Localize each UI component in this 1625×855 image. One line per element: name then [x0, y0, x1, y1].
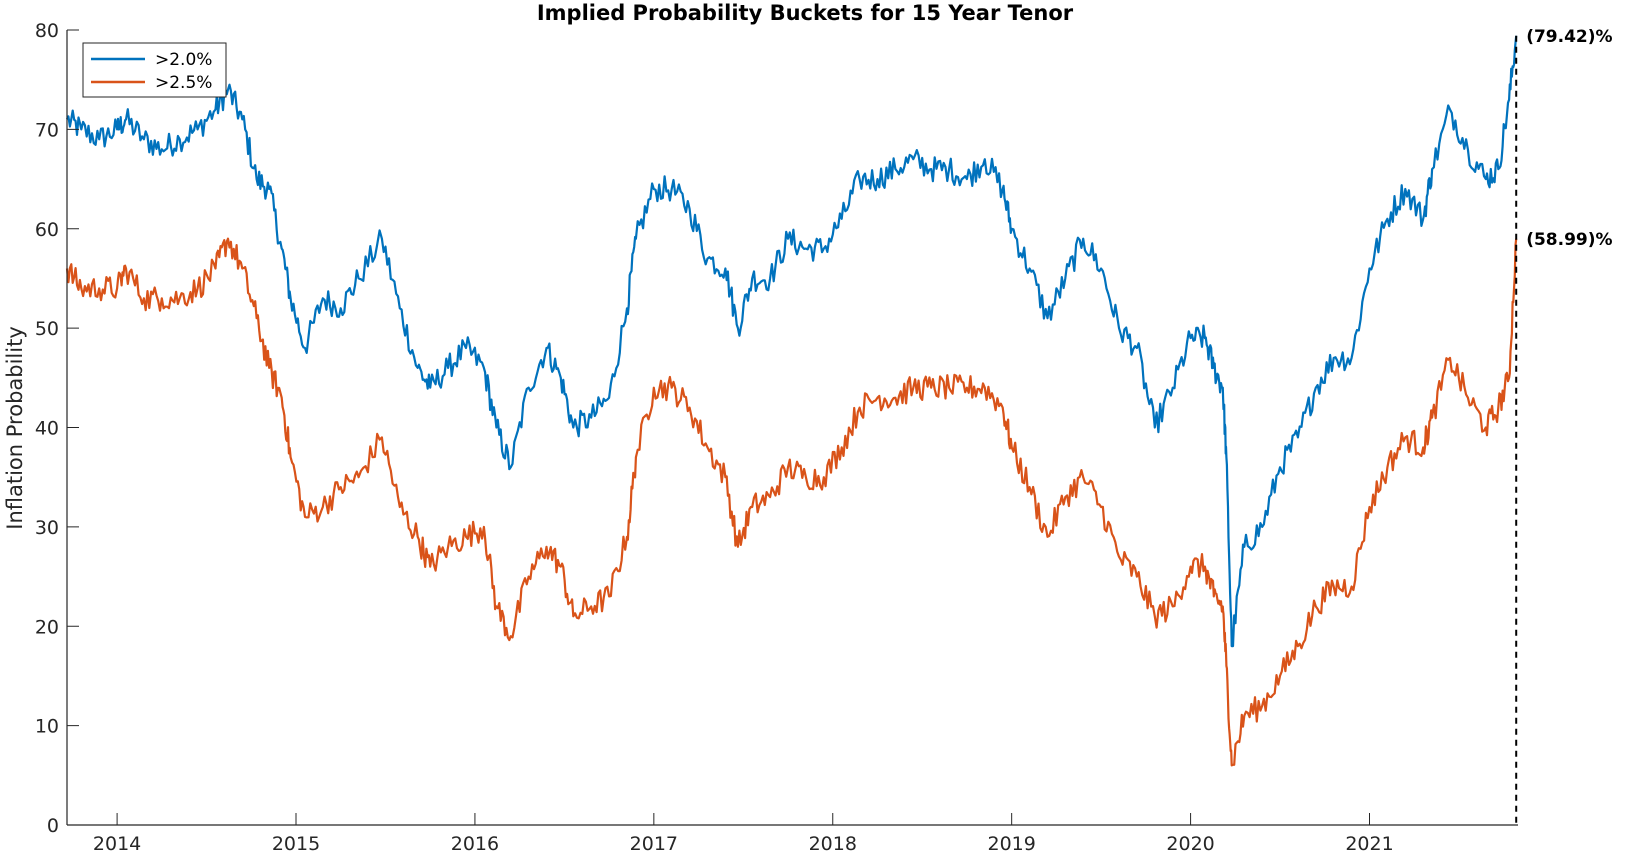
- y-axis-label: Inflation Probability: [3, 326, 27, 530]
- y-tick-label: 80: [35, 20, 59, 42]
- end-labels: (79.42)% (58.99)%: [1526, 27, 1612, 250]
- series-line-1: [66, 35, 1518, 648]
- y-tick-label: 30: [35, 517, 59, 539]
- legend-box: [82, 42, 227, 98]
- y-tick-label: 40: [35, 418, 59, 440]
- x-tick-label: 2019: [987, 833, 1035, 855]
- chart-title: Implied Probability Buckets for 15 Year …: [537, 1, 1074, 25]
- x-tick-label: 2021: [1345, 833, 1393, 855]
- x-tick-label: 2015: [272, 833, 320, 855]
- y-tick-label: 50: [35, 318, 59, 340]
- axes-layer: 0 10 20 30 40 50 60 70 80 2014 2015 2016 2017 2018 201…: [35, 20, 1518, 855]
- end-value-label-1: (79.42)%: [1526, 27, 1612, 47]
- x-tick-label: 2020: [1166, 833, 1214, 855]
- x-tick-label: 2014: [93, 833, 141, 855]
- legend: >2.0% >2.5%: [82, 42, 227, 98]
- legend-label-1: >2.0%: [155, 50, 212, 70]
- legend-label-2: >2.5%: [155, 73, 212, 93]
- series-layer: [65, 35, 1518, 767]
- end-value-label-2: (58.99)%: [1526, 230, 1612, 250]
- y-tick-label: 20: [35, 616, 59, 638]
- series-line-2: [65, 237, 1518, 767]
- x-tick-label: 2016: [451, 833, 499, 855]
- x-tick-label: 2017: [630, 833, 678, 855]
- y-tick-label: 10: [35, 716, 59, 738]
- y-tick-label: 70: [35, 119, 59, 141]
- plot-area: 0 10 20 30 40 50 60 70 80 2014 2015 2016 2017 2018 201…: [35, 20, 1613, 855]
- x-tick-label: 2018: [809, 833, 857, 855]
- y-tick-label: 0: [47, 815, 59, 837]
- y-tick-label: 60: [35, 219, 59, 241]
